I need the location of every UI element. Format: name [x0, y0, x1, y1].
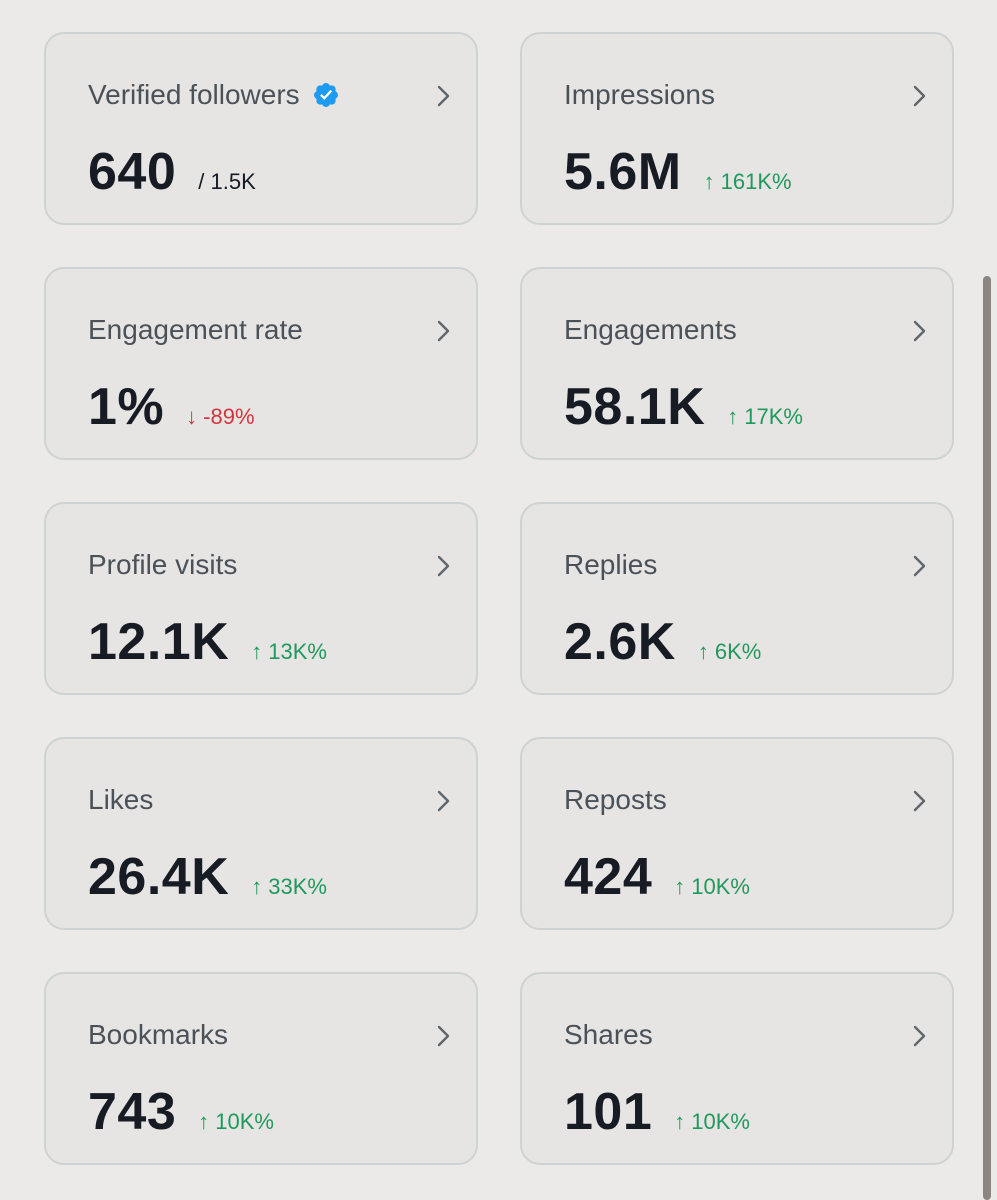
engagements-value: 58.1K [564, 378, 706, 436]
bookmarks-card[interactable]: Bookmarks 743 ↑ 10K% [44, 972, 478, 1165]
likes-change: ↑ 33K% [251, 874, 327, 900]
shares-value: 101 [564, 1083, 653, 1141]
chevron-right-icon[interactable] [434, 787, 454, 815]
verified-badge-icon [313, 83, 338, 107]
bookmarks-label: Bookmarks [88, 1019, 229, 1050]
card-title: Bookmarks [88, 1018, 228, 1052]
shares-card[interactable]: Shares 101 ↑ 10K% [520, 972, 954, 1165]
chevron-right-icon[interactable] [434, 552, 454, 580]
likes-card[interactable]: Likes 26.4K ↑ 33K% [44, 737, 478, 930]
engagements-card[interactable]: Engagements 58.1K ↑ 17K% [520, 267, 954, 460]
engagement-rate-change-value: -89% [203, 404, 255, 429]
card-title: Impressions [564, 78, 715, 112]
profile-visits-change-value: 13K% [268, 639, 327, 664]
shares-change: ↑ 10K% [674, 1109, 750, 1135]
chevron-right-icon[interactable] [434, 317, 454, 345]
reposts-label: Reposts [564, 784, 667, 815]
engagement-rate-value: 1% [88, 378, 165, 436]
engagement-rate-label: Engagement rate [88, 314, 303, 345]
shares-label: Shares [564, 1019, 653, 1050]
reposts-change-value: 10K% [691, 874, 750, 899]
likes-value: 26.4K [88, 848, 230, 906]
value-row: 1% ↓ -89% [88, 377, 255, 437]
profile-visits-label: Profile visits [88, 549, 238, 580]
arrow-up-icon: ↑ [674, 1109, 686, 1134]
impressions-change: ↑ 161K% [704, 169, 792, 195]
scrollbar-thumb[interactable] [983, 276, 991, 1200]
card-title: Engagements [564, 313, 737, 347]
arrow-up-icon: ↑ [251, 874, 263, 899]
arrow-up-icon: ↑ [697, 639, 709, 664]
chevron-right-icon[interactable] [910, 787, 930, 815]
profile-visits-value: 12.1K [88, 613, 230, 671]
reposts-change: ↑ 10K% [674, 874, 750, 900]
engagement-rate-card[interactable]: Engagement rate 1% ↓ -89% [44, 267, 478, 460]
bookmarks-value: 743 [88, 1083, 177, 1141]
verified-followers-card[interactable]: Verified followers 640 / 1.5K [44, 32, 478, 225]
engagements-label: Engagements [564, 314, 737, 345]
card-title: Verified followers [88, 78, 340, 112]
arrow-up-icon: ↑ [703, 169, 715, 194]
arrow-down-icon: ↓ [186, 404, 198, 429]
value-row: 101 ↑ 10K% [564, 1082, 750, 1142]
verified-followers-value: 640 [88, 143, 177, 201]
engagement-rate-change: ↓ -89% [186, 404, 254, 430]
likes-label: Likes [88, 784, 154, 815]
card-title: Replies [564, 548, 657, 582]
profile-visits-card[interactable]: Profile visits 12.1K ↑ 13K% [44, 502, 478, 695]
chevron-right-icon[interactable] [434, 82, 454, 110]
shares-change-value: 10K% [691, 1109, 750, 1134]
arrow-up-icon: ↑ [251, 639, 263, 664]
card-title: Reposts [564, 783, 667, 817]
card-title: Likes [88, 783, 153, 817]
profile-visits-change: ↑ 13K% [251, 639, 327, 665]
card-title: Shares [564, 1018, 653, 1052]
reposts-value: 424 [564, 848, 653, 906]
chevron-right-icon[interactable] [434, 1022, 454, 1050]
bookmarks-change-value: 10K% [215, 1109, 274, 1134]
arrow-up-icon: ↑ [674, 874, 686, 899]
engagements-change: ↑ 17K% [727, 404, 803, 430]
value-row: 743 ↑ 10K% [88, 1082, 274, 1142]
reposts-card[interactable]: Reposts 424 ↑ 10K% [520, 737, 954, 930]
impressions-label: Impressions [564, 79, 715, 110]
replies-label: Replies [564, 549, 658, 580]
arrow-up-icon: ↑ [198, 1109, 210, 1134]
impressions-value: 5.6M [564, 143, 682, 201]
chevron-right-icon[interactable] [910, 82, 930, 110]
impressions-card[interactable]: Impressions 5.6M ↑ 161K% [520, 32, 954, 225]
value-row: 640 / 1.5K [88, 142, 256, 202]
value-row: 12.1K ↑ 13K% [88, 612, 327, 672]
value-row: 2.6K ↑ 6K% [564, 612, 761, 672]
value-row: 5.6M ↑ 161K% [564, 142, 792, 202]
metrics-grid: Verified followers 640 / 1.5K Impression… [44, 32, 954, 1165]
chevron-right-icon[interactable] [910, 552, 930, 580]
verified-followers-label: Verified followers [88, 79, 300, 110]
chevron-right-icon[interactable] [910, 317, 930, 345]
value-row: 26.4K ↑ 33K% [88, 847, 327, 907]
value-row: 58.1K ↑ 17K% [564, 377, 803, 437]
replies-change-value: 6K% [714, 639, 762, 664]
likes-change-value: 33K% [268, 874, 327, 899]
arrow-up-icon: ↑ [727, 404, 739, 429]
engagements-change-value: 17K% [744, 404, 803, 429]
bookmarks-change: ↑ 10K% [198, 1109, 274, 1135]
impressions-change-value: 161K% [720, 169, 792, 194]
value-row: 424 ↑ 10K% [564, 847, 750, 907]
card-title: Engagement rate [88, 313, 303, 347]
card-title: Profile visits [88, 548, 237, 582]
verified-followers-total: / 1.5K [198, 169, 256, 194]
replies-value: 2.6K [564, 613, 676, 671]
replies-card[interactable]: Replies 2.6K ↑ 6K% [520, 502, 954, 695]
chevron-right-icon[interactable] [910, 1022, 930, 1050]
replies-change: ↑ 6K% [698, 639, 761, 665]
